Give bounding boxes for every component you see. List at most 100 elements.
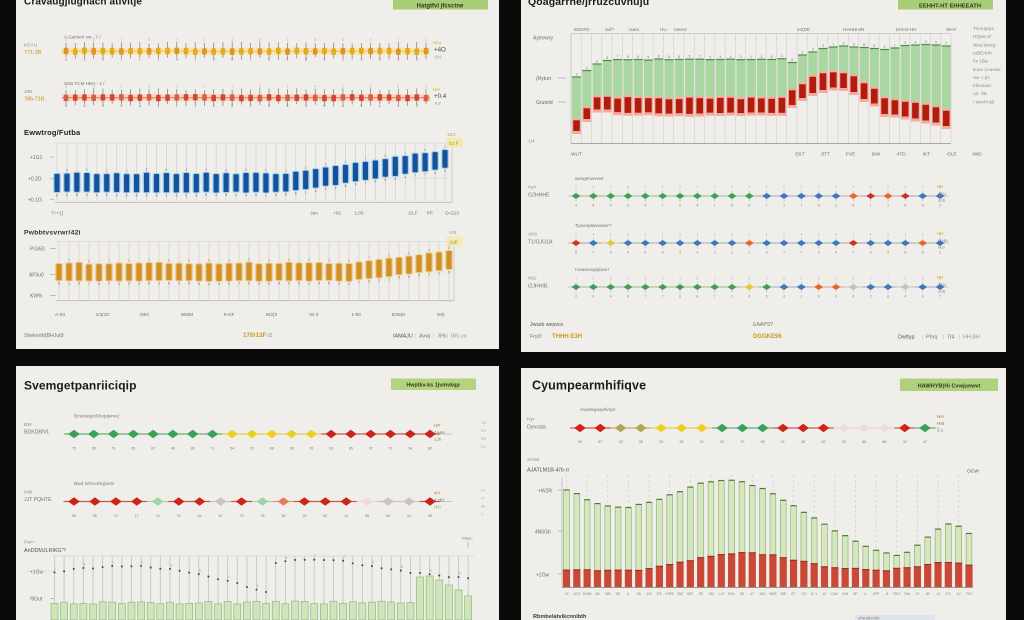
svg-text:7: 7 [617, 55, 619, 59]
svg-text:HHHHHIN: HHHHHIN [843, 27, 864, 32]
svg-text:8: 8 [939, 186, 941, 190]
svg-text:4: 4 [835, 277, 837, 281]
svg-text:1: 1 [750, 55, 752, 59]
svg-text:1: 1 [68, 282, 70, 286]
svg-text:7: 7 [662, 204, 664, 208]
svg-text:1: 1 [428, 273, 430, 277]
svg-text:.W2: .W2 [708, 592, 714, 596]
svg-text:3: 3 [904, 41, 906, 45]
svg-text:EKT: EKT [795, 152, 804, 158]
svg-text:EHH3-HH: EHH3-HH [896, 27, 916, 32]
svg-text:4: 4 [205, 168, 207, 172]
svg-text:1: 1 [870, 204, 872, 208]
svg-text:1: 1 [139, 58, 141, 62]
svg-text:3: 3 [175, 194, 177, 198]
svg-text:IAMAJU: IAMAJU [393, 334, 413, 340]
svg-text:5: 5 [689, 55, 691, 59]
svg-text:8: 8 [66, 169, 68, 173]
svg-text:0: 0 [370, 38, 372, 42]
svg-text:4J9: 4J9 [938, 198, 946, 203]
svg-text:3: 3 [228, 259, 230, 263]
svg-text:4: 4 [696, 251, 698, 255]
svg-text:PWA-: PWA- [462, 536, 474, 541]
svg-text:+0.4: +0.4 [434, 93, 447, 100]
svg-text:0: 0 [102, 104, 104, 108]
svg-text:4.HH: 4.HH [434, 498, 444, 503]
svg-text:Wed dvnrg: Wed dvnrg [973, 42, 996, 47]
svg-text:0: 0 [627, 204, 629, 208]
svg-text:1: 1 [265, 194, 267, 198]
svg-text:T1/GJG1A: T1/GJG1A [528, 240, 553, 246]
svg-text:1: 1 [176, 104, 178, 108]
svg-text:9J: 9J [481, 489, 485, 493]
svg-text:3: 3 [126, 193, 128, 197]
svg-text:Jun: Jun [310, 211, 318, 216]
svg-text:2: 2 [731, 186, 733, 190]
svg-text:0: 0 [102, 58, 104, 62]
svg-text:uhwabentbr: uhwabentbr [858, 616, 880, 620]
svg-text:4.Hu: 4.Hu [938, 238, 948, 243]
svg-text:HU: HU [660, 27, 667, 32]
svg-text:4: 4 [235, 193, 237, 197]
svg-text:9: 9 [88, 260, 90, 264]
svg-text:+4O: +4O [434, 47, 446, 54]
svg-text:3: 3 [714, 233, 716, 237]
svg-text:4: 4 [904, 295, 906, 299]
svg-text:95: 95 [639, 440, 643, 444]
svg-text:2: 2 [425, 85, 427, 89]
svg-text:3: 3 [679, 233, 681, 237]
svg-text:70: 70 [388, 447, 392, 451]
svg-text:AnDDMJLRIKG'?: AnDDMJLRIKG'? [24, 548, 66, 554]
svg-text:3: 3 [740, 55, 742, 59]
svg-text:8: 8 [887, 186, 889, 190]
svg-text:Grutetd: Grutetd [536, 100, 553, 106]
svg-text:65: 65 [365, 514, 369, 518]
svg-text:6: 6 [922, 277, 924, 281]
svg-text:1: 1 [939, 277, 941, 281]
svg-text:|: | [415, 334, 416, 340]
svg-text:5: 5 [430, 569, 432, 573]
svg-text:1: 1 [662, 233, 664, 237]
svg-text:5: 5 [255, 193, 257, 197]
svg-text:6: 6 [434, 171, 436, 175]
svg-text:2: 2 [939, 251, 941, 255]
svg-text:8: 8 [305, 58, 307, 62]
svg-text:+1G1: +1G1 [30, 155, 43, 161]
svg-text:2: 2 [404, 151, 406, 155]
svg-text:8P: 8P [853, 592, 858, 596]
svg-text:8: 8 [314, 38, 316, 42]
svg-text:04: 04 [407, 514, 411, 518]
svg-text:2: 2 [748, 233, 750, 237]
svg-text:2: 2 [835, 204, 837, 208]
svg-text:1: 1 [379, 104, 381, 108]
svg-text:9: 9 [228, 282, 230, 286]
svg-text:7: 7 [108, 259, 110, 263]
svg-text:1: 1 [800, 295, 802, 299]
svg-text:3: 3 [822, 44, 824, 48]
svg-text:AJATLM1B-4i'b-rr: AJATLM1B-4i'b-rr [527, 468, 569, 474]
svg-text:1: 1 [696, 233, 698, 237]
svg-text:tu:F: tu:F [449, 141, 459, 147]
svg-text:51: 51 [250, 447, 254, 451]
svg-text:1: 1 [662, 186, 664, 190]
svg-text:Jwssb wepvcs: Jwssb wepvcs [530, 322, 564, 328]
svg-text:5: 5 [298, 281, 300, 285]
svg-text:4: 4 [748, 186, 750, 190]
svg-text:7: 7 [887, 277, 889, 281]
svg-text:G9): G9) [437, 312, 445, 317]
svg-text:65: 65 [92, 447, 96, 451]
svg-text:+0.1G: +0.1G [28, 198, 42, 204]
svg-text:2: 2 [360, 58, 362, 62]
svg-text:6: 6 [308, 258, 310, 262]
svg-text:08: 08 [290, 447, 294, 451]
svg-text:/PC: /PC [657, 592, 663, 596]
svg-text:JJT PQHTE: JJT PQHTE [24, 497, 52, 503]
svg-text:SLHB: SLHB [583, 592, 592, 596]
svg-text:7: 7 [714, 186, 716, 190]
svg-text:TBLT: TBLT [893, 592, 901, 596]
svg-text:0: 0 [835, 295, 837, 299]
svg-text:17: 17 [135, 514, 139, 518]
svg-text:4Y: 4Y [750, 592, 755, 596]
svg-text:6: 6 [248, 282, 250, 286]
svg-text:4: 4 [835, 251, 837, 255]
